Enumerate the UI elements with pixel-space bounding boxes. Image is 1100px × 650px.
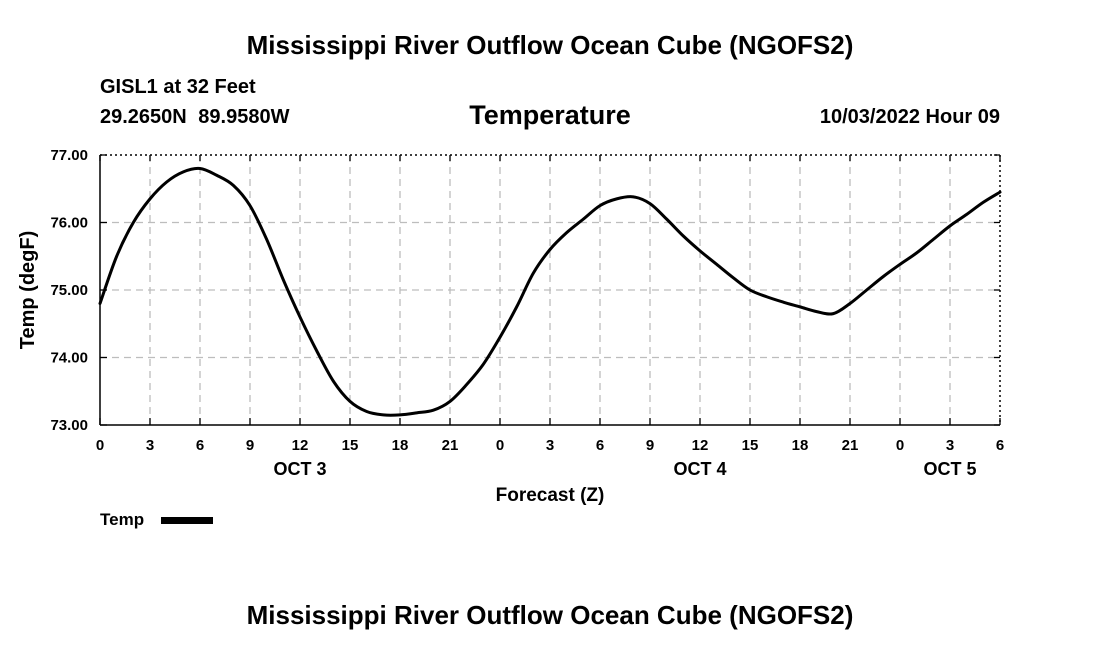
x-tick-label: 6 (596, 437, 604, 454)
x-day-label: OCT 4 (673, 459, 726, 479)
x-day-label: OCT 3 (273, 459, 326, 479)
x-tick-label: 15 (342, 437, 359, 454)
x-axis-title: Forecast (Z) (496, 485, 605, 506)
forecast-issue-time: 10/03/2022 Hour 09 (819, 106, 1000, 128)
x-tick-label: 15 (742, 437, 759, 454)
x-tick-label: 9 (646, 437, 654, 454)
x-tick-label: 6 (996, 437, 1004, 454)
variable-title: Temperature (469, 100, 631, 130)
footer-title: Mississippi River Outflow Ocean Cube (NG… (246, 600, 854, 630)
x-tick-label: 21 (442, 437, 459, 454)
x-tick-label: 6 (196, 437, 204, 454)
series-line-temp (98, 166, 1002, 417)
y-tick-label: 75.00 (50, 282, 88, 299)
y-tick-label: 74.00 (50, 350, 88, 367)
x-tick-label: 0 (896, 437, 904, 454)
x-tick-label: 18 (792, 437, 809, 454)
y-tick-label: 76.00 (50, 215, 88, 232)
y-tick-label: 77.00 (50, 147, 88, 164)
x-tick-label: 18 (392, 437, 409, 454)
x-tick-label: 3 (146, 437, 154, 454)
x-tick-label: 3 (546, 437, 554, 454)
x-tick-label: 21 (842, 437, 859, 454)
y-tick-label: 73.00 (50, 417, 88, 434)
y-axis-title: Temp (degF) (17, 231, 39, 350)
x-tick-label: 12 (292, 437, 309, 454)
x-tick-label: 0 (496, 437, 504, 454)
station-label: GISL1 at 32 Feet (100, 76, 256, 98)
station-coordinates: 29.2650N 89.9580W (100, 106, 290, 128)
x-day-label: OCT 5 (923, 459, 976, 479)
x-tick-label: 9 (246, 437, 254, 454)
legend-swatch (161, 517, 213, 524)
legend-label: Temp (100, 510, 145, 529)
x-tick-label: 12 (692, 437, 709, 454)
x-tick-label: 3 (946, 437, 954, 454)
chart-main-title: Mississippi River Outflow Ocean Cube (NG… (246, 30, 854, 60)
x-tick-label: 0 (96, 437, 104, 454)
